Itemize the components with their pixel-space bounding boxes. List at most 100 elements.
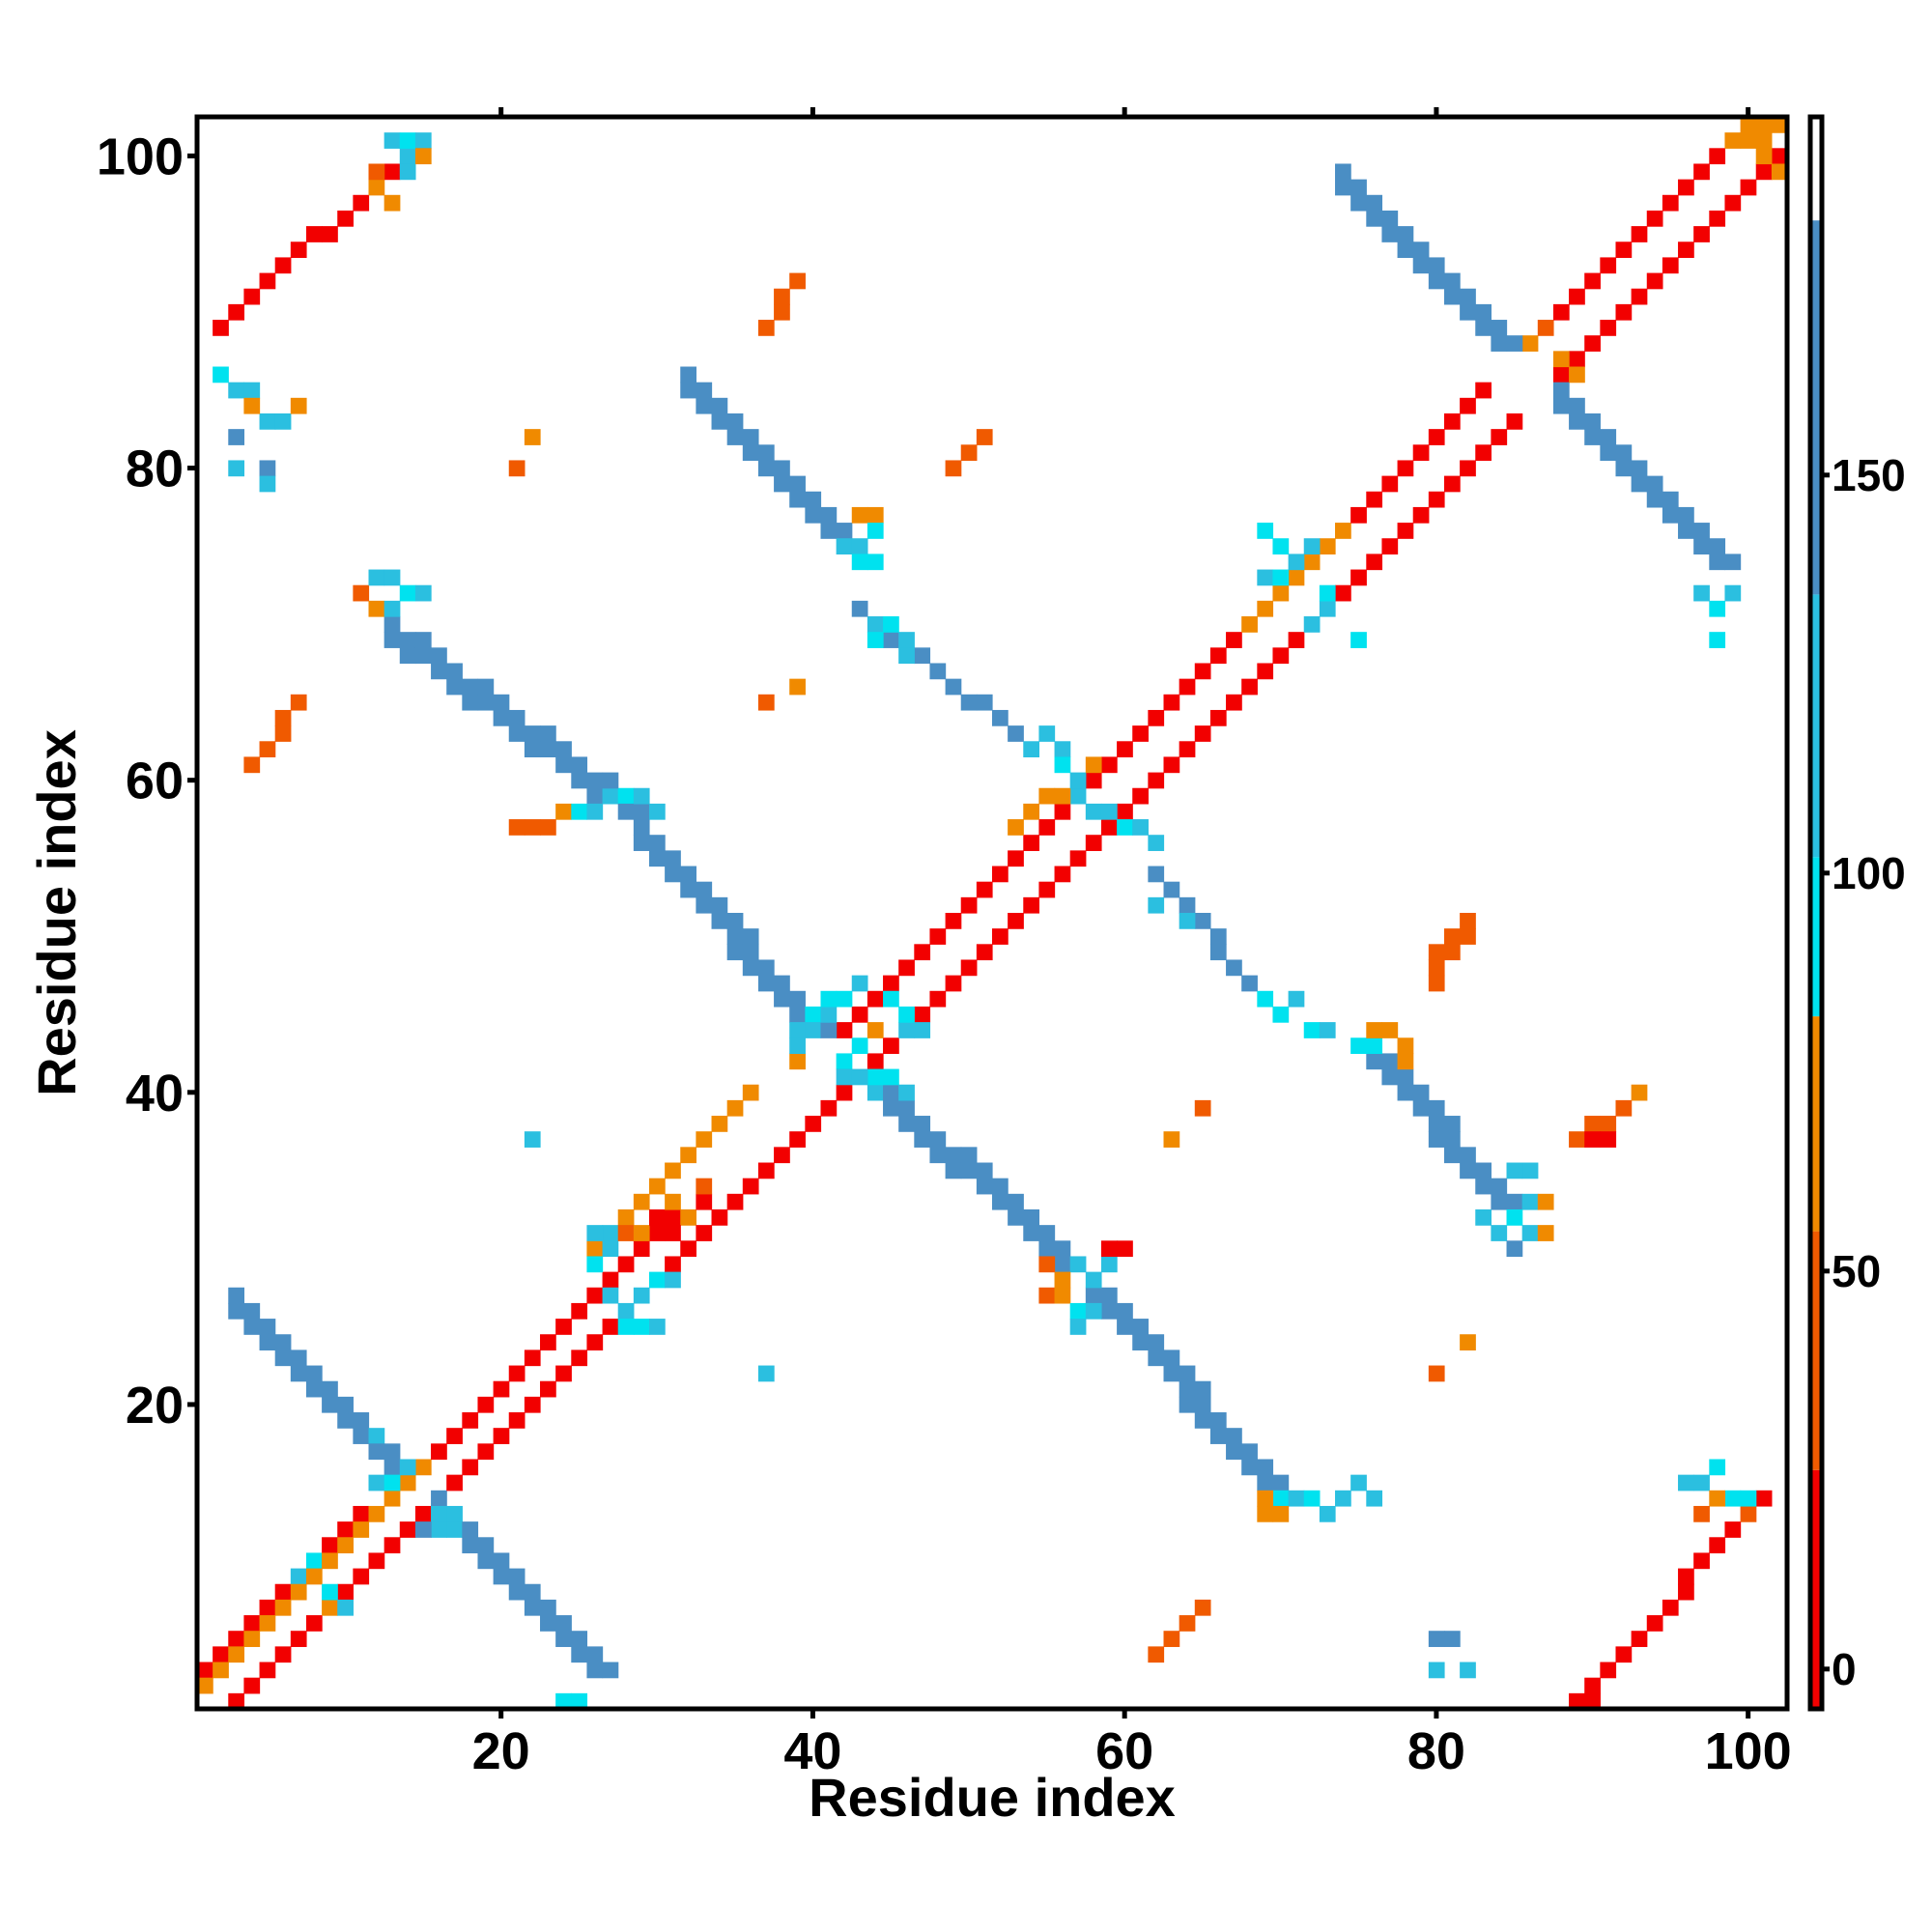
heatmap-cell xyxy=(337,1599,354,1616)
heatmap-cell xyxy=(1569,366,1585,384)
y-tick-label: 100 xyxy=(97,128,184,185)
heatmap-cell xyxy=(1179,678,1196,696)
heatmap-cell xyxy=(929,928,947,945)
colorbar: 0 50 100 150 xyxy=(1807,114,1906,1712)
heatmap-cell xyxy=(1631,226,1648,242)
heatmap-cell xyxy=(259,475,276,493)
heatmap-cell xyxy=(1257,1505,1274,1522)
heatmap-cell xyxy=(1709,1490,1726,1507)
heatmap-cell xyxy=(586,1256,604,1273)
heatmap-cell xyxy=(586,1646,604,1663)
heatmap-cell xyxy=(960,1147,978,1164)
heatmap-cell xyxy=(228,1646,245,1663)
heatmap-cell xyxy=(274,1599,292,1616)
heatmap-cell xyxy=(1257,990,1274,1008)
heatmap-cell xyxy=(1569,412,1585,430)
heatmap-cell xyxy=(1662,1599,1679,1616)
heatmap-cell xyxy=(305,226,323,242)
heatmap-cell xyxy=(726,944,744,961)
heatmap-cell xyxy=(353,1521,370,1538)
heatmap-cell xyxy=(696,1131,713,1148)
heatmap-cell xyxy=(1319,584,1336,602)
heatmap-cell xyxy=(1054,1287,1071,1304)
heatmap-cell xyxy=(1678,1474,1694,1492)
heatmap-cell xyxy=(1008,725,1024,742)
heatmap-cell xyxy=(1460,288,1476,305)
heatmap-cell xyxy=(960,1162,978,1179)
heatmap-cell xyxy=(1709,1459,1726,1476)
heatmap-cell xyxy=(1038,819,1056,836)
colorbar-band xyxy=(1810,1231,1822,1470)
heatmap-cell xyxy=(399,1521,416,1538)
heatmap-cells xyxy=(197,117,1788,1710)
heatmap-cell xyxy=(960,444,978,462)
heatmap-cell xyxy=(353,194,370,212)
heatmap-cell xyxy=(1443,1131,1461,1148)
heatmap-cell xyxy=(867,990,884,1008)
heatmap-cell xyxy=(540,741,556,758)
heatmap-cell xyxy=(1771,117,1788,133)
heatmap-cell xyxy=(1709,148,1726,165)
heatmap-cell xyxy=(1537,1225,1554,1241)
heatmap-cell xyxy=(353,1412,370,1429)
heatmap-cell xyxy=(1506,335,1523,352)
heatmap-cell xyxy=(665,1193,681,1210)
heatmap-cell xyxy=(757,1365,775,1382)
heatmap-cell xyxy=(1288,1490,1305,1507)
heatmap-cell xyxy=(1771,163,1788,181)
heatmap-cell xyxy=(1194,1599,1211,1616)
heatmap-cell xyxy=(1023,1225,1040,1241)
heatmap-cell xyxy=(1257,523,1274,539)
heatmap-cell xyxy=(555,756,572,774)
heatmap-cell xyxy=(867,632,884,648)
heatmap-cell xyxy=(1148,896,1165,914)
heatmap-cell xyxy=(1179,1365,1196,1382)
heatmap-cell xyxy=(1646,475,1663,493)
heatmap-cell xyxy=(1366,1022,1383,1038)
heatmap-cell xyxy=(1460,303,1476,321)
heatmap-cell xyxy=(820,523,838,539)
heatmap-cell xyxy=(524,1396,541,1413)
heatmap-cell xyxy=(1226,1428,1242,1444)
heatmap-cell xyxy=(1303,616,1321,633)
heatmap-cell xyxy=(1366,1037,1383,1055)
heatmap-cell xyxy=(820,990,838,1008)
heatmap-cell xyxy=(665,1256,681,1273)
heatmap-cell xyxy=(540,819,556,836)
heatmap-cell xyxy=(1443,1116,1461,1132)
heatmap-cell xyxy=(914,944,931,961)
heatmap-cell xyxy=(1272,647,1290,665)
heatmap-cell xyxy=(1569,1692,1585,1710)
heatmap-cell xyxy=(789,678,806,696)
colorbar-tick-label: 0 xyxy=(1832,1644,1857,1694)
heatmap-cell xyxy=(1179,1380,1196,1398)
heatmap-cell xyxy=(1428,429,1445,445)
heatmap-cell xyxy=(322,226,338,242)
heatmap-cell xyxy=(1350,179,1367,196)
heatmap-cell xyxy=(1038,1225,1056,1241)
heatmap-cell xyxy=(1412,1099,1430,1117)
heatmap-cell xyxy=(1209,709,1227,726)
heatmap-cell xyxy=(555,741,572,758)
heatmap-cell xyxy=(742,1178,759,1195)
heatmap-cell xyxy=(477,678,495,696)
heatmap-cell xyxy=(1194,663,1211,680)
heatmap-cell xyxy=(883,616,899,633)
heatmap-cell xyxy=(851,538,868,554)
heatmap-cell xyxy=(945,975,962,992)
heatmap-cell xyxy=(1631,475,1648,493)
heatmap-cell xyxy=(228,1692,245,1710)
heatmap-cell xyxy=(665,866,681,883)
heatmap-cell xyxy=(1460,1162,1476,1179)
heatmap-cell xyxy=(836,523,853,539)
heatmap-cell xyxy=(1412,1084,1430,1101)
x-axis: 20 40 60 80 100 xyxy=(472,107,1792,1780)
heatmap-cell xyxy=(1132,1319,1149,1335)
heatmap-cell xyxy=(633,1240,650,1258)
heatmap-cell xyxy=(1023,835,1040,851)
heatmap-cell xyxy=(259,412,276,430)
heatmap-cell xyxy=(1521,1225,1539,1241)
heatmap-cell xyxy=(1693,1552,1710,1570)
heatmap-cell xyxy=(1272,1505,1290,1522)
heatmap-cell xyxy=(414,148,432,165)
